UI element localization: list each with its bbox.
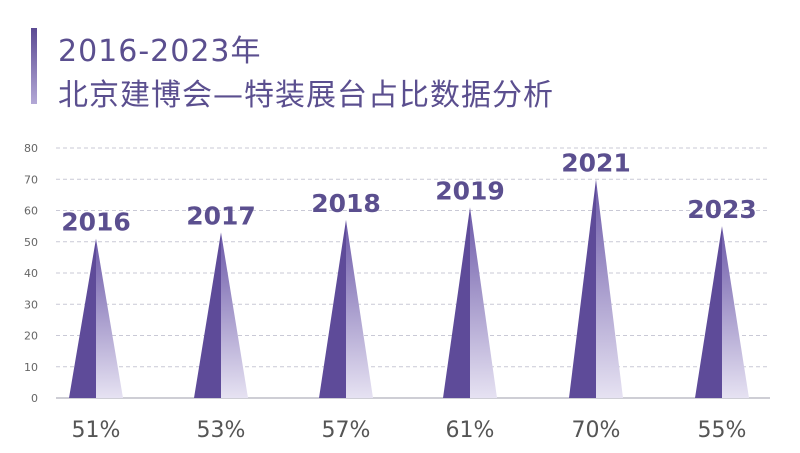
bar-2016-left-face — [69, 238, 96, 398]
year-label-2018: 2018 — [311, 189, 381, 218]
bar-2018-right-face — [346, 219, 373, 398]
y-tick-label: 50 — [24, 236, 38, 249]
value-label-2021: 70% — [572, 418, 621, 443]
value-label-2019: 61% — [446, 418, 495, 443]
bar-2017-right-face — [221, 232, 248, 398]
year-label-2019: 2019 — [435, 176, 505, 205]
year-label-2023: 2023 — [687, 195, 757, 224]
year-label-2021: 2021 — [561, 148, 631, 177]
bar-2021-left-face — [569, 179, 596, 398]
value-label-2016: 51% — [72, 418, 121, 443]
value-label-2023: 55% — [698, 418, 747, 443]
bar-2018-left-face — [319, 219, 346, 398]
bar-2021-right-face — [596, 179, 623, 398]
value-label-2017: 53% — [197, 418, 246, 443]
bar-2023-right-face — [722, 226, 749, 398]
y-tick-label: 30 — [24, 298, 38, 311]
chart-title-line-1: 2016-2023年 — [58, 34, 262, 69]
y-tick-label: 0 — [31, 392, 38, 405]
y-tick-label: 20 — [24, 330, 38, 343]
title-accent-bar — [31, 28, 37, 104]
year-label-2017: 2017 — [186, 201, 256, 230]
y-tick-label: 10 — [24, 361, 38, 374]
bar-2016-right-face — [96, 238, 123, 398]
bar-2019-left-face — [443, 207, 470, 398]
y-tick-label: 70 — [24, 173, 38, 186]
bar-2019-right-face — [470, 207, 497, 398]
value-label-2018: 57% — [322, 418, 371, 443]
y-tick-label: 80 — [24, 142, 38, 155]
bar-2017-left-face — [194, 232, 221, 398]
chart-title-line-2: 北京建博会—特装展台占比数据分析 — [58, 78, 554, 113]
year-label-2016: 2016 — [61, 208, 131, 237]
y-tick-label: 60 — [24, 205, 38, 218]
bar-2023-left-face — [695, 226, 722, 398]
y-tick-label: 40 — [24, 267, 38, 280]
